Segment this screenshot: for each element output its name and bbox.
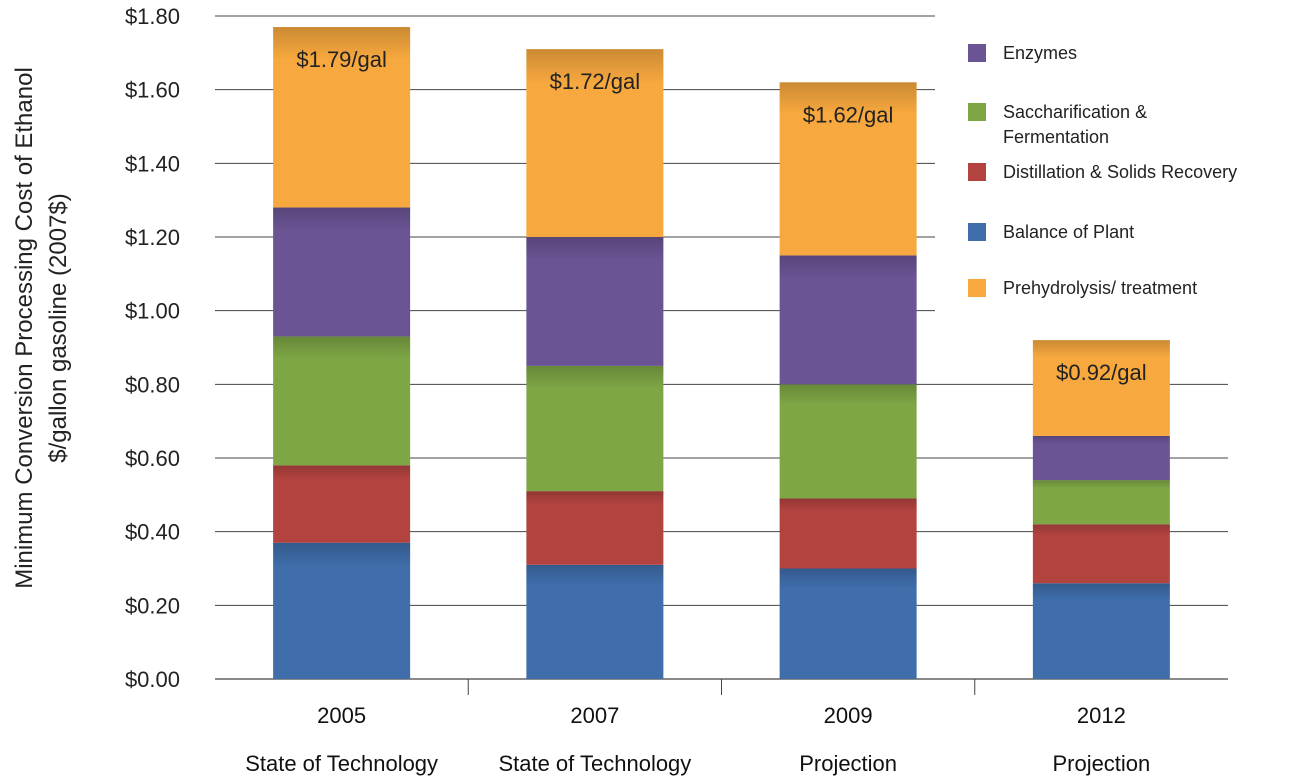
bars	[273, 27, 1170, 679]
legend-swatch	[968, 103, 986, 121]
y-tick-label: $1.00	[125, 299, 180, 324]
x-category-sublabel: State of Technology	[245, 751, 438, 776]
bar-segment-shade	[526, 365, 664, 492]
y-axis-label-units: $/gallon gasoline (2007$)	[45, 193, 72, 463]
legend-background	[935, 12, 1296, 340]
bar-segment-shade	[526, 49, 664, 238]
bar-segment-shade	[779, 498, 917, 569]
x-category-label: 2009	[824, 703, 873, 728]
bar-segment-shade	[273, 336, 411, 466]
bar-segment-shade	[273, 27, 411, 208]
x-category-label: 2005	[317, 703, 366, 728]
legend-label: Fermentation	[1003, 127, 1109, 147]
bar-total-label: $1.72/gal	[550, 69, 641, 94]
y-tick-label: $0.20	[125, 593, 180, 618]
x-category-sublabel: Projection	[1052, 751, 1150, 776]
legend-swatch	[968, 223, 986, 241]
legend-bg	[935, 12, 1296, 340]
bar-segment-shade	[273, 465, 411, 543]
legend-label: Saccharification &	[1003, 102, 1147, 122]
y-tick-label: $1.60	[125, 78, 180, 103]
bar-segment-shade	[779, 384, 917, 499]
labels: $0.00 $0.20 $0.40 $0.60 $0.80 $1.00 $1.20 $1.40…	[125, 4, 1150, 776]
bar-segment-shade	[779, 82, 917, 256]
legend-swatch	[968, 163, 986, 181]
y-tick-label: $0.60	[125, 446, 180, 471]
axes	[215, 678, 1228, 695]
bar-segment-shade	[1032, 480, 1170, 525]
y-axis-label: Minimum Conversion Processing Cost of Et…	[11, 67, 38, 589]
bar-total-label: $1.62/gal	[803, 102, 894, 127]
y-tick-label: $1.40	[125, 151, 180, 176]
bar-segment-shade	[526, 564, 664, 679]
bar-segment-shade	[779, 568, 917, 679]
y-tick-label: $1.80	[125, 4, 180, 29]
bar-segment-shade	[273, 207, 411, 337]
legend-label: Balance of Plant	[1003, 222, 1134, 242]
bar-segment-shade	[1032, 435, 1170, 481]
bar-segment-shade	[273, 542, 411, 679]
x-category-sublabel: State of Technology	[498, 751, 691, 776]
bar-segment-shade	[1032, 583, 1170, 679]
legend-label: Prehydrolysis/ treatment	[1003, 278, 1197, 298]
y-tick-label: $0.00	[125, 667, 180, 692]
bar-segment-shade	[779, 255, 917, 385]
bar-segment-shade	[1032, 524, 1170, 584]
bar-segment-shade	[526, 491, 664, 565]
bar-total-label: $1.79/gal	[296, 47, 387, 72]
y-tick-label: $0.40	[125, 520, 180, 545]
legend-label: Enzymes	[1003, 43, 1077, 63]
x-category-sublabel: Projection	[799, 751, 897, 776]
bar-segment-shade	[1032, 340, 1170, 436]
bar-total-label: $0.92/gal	[1056, 360, 1147, 385]
y-tick-label: $0.80	[125, 372, 180, 397]
legend-swatch	[968, 279, 986, 297]
x-category-label: 2007	[570, 703, 619, 728]
legend: Enzymes Saccharification & Fermentation Dis…	[968, 43, 1237, 298]
legend-swatch	[968, 44, 986, 62]
legend-label: Distillation & Solids Recovery	[1003, 162, 1237, 182]
bar-segment-shade	[526, 237, 664, 366]
y-tick-label: $1.20	[125, 225, 180, 250]
x-category-label: 2012	[1077, 703, 1126, 728]
